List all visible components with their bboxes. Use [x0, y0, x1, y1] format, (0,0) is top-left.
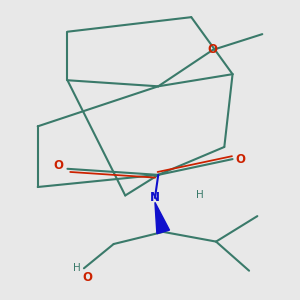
Text: N: N: [150, 191, 160, 204]
Text: O: O: [82, 271, 92, 284]
Text: O: O: [53, 159, 63, 172]
Text: O: O: [208, 44, 218, 56]
Text: H: H: [196, 190, 203, 200]
Text: O: O: [236, 153, 245, 166]
Polygon shape: [155, 202, 169, 234]
Text: H: H: [73, 263, 80, 273]
